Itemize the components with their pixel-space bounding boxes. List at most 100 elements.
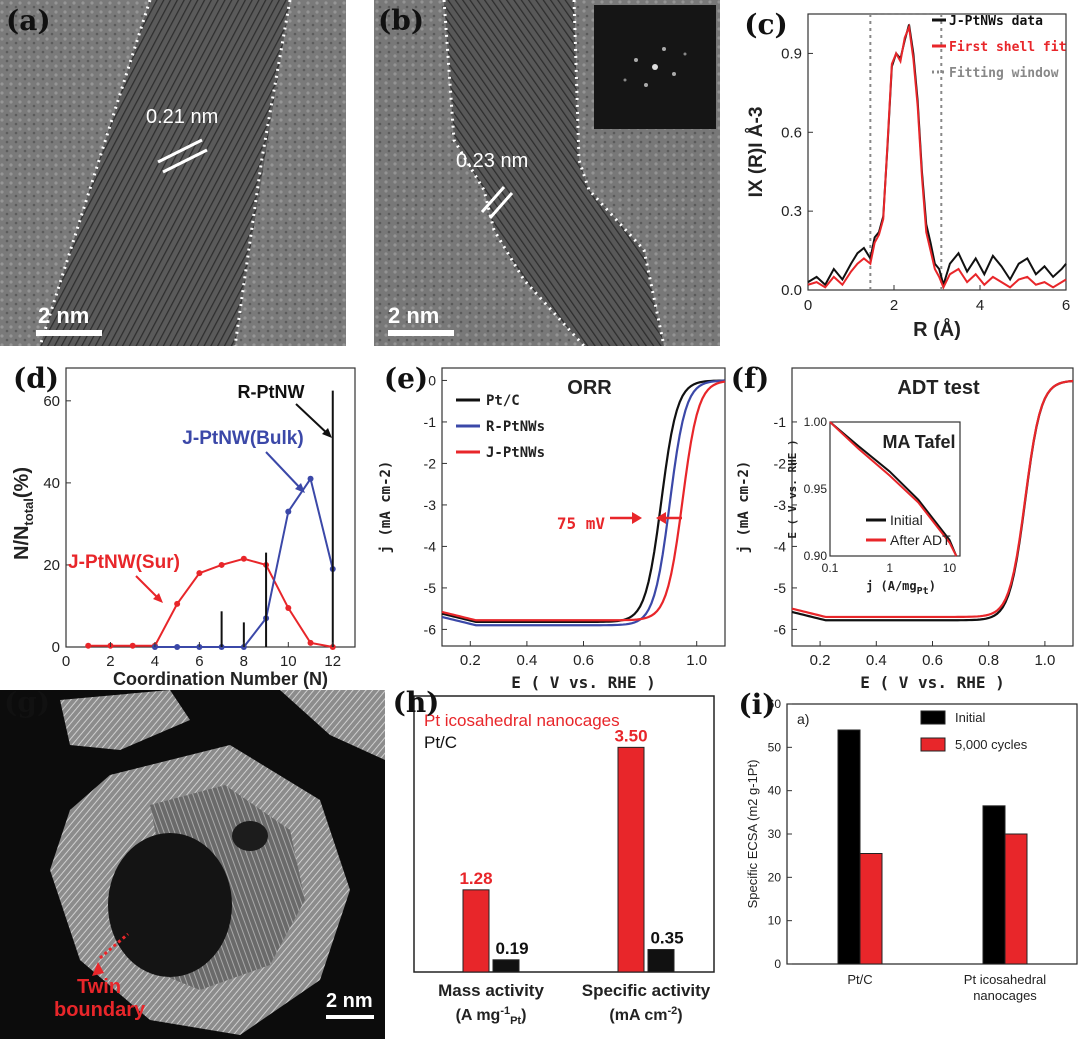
series-line-e-0 bbox=[441, 379, 726, 624]
legend-label-e-2: J-PtNWs bbox=[486, 445, 545, 461]
chart-d: 0 2 4 6 8 10 12 0 20 40 60 Coordination Number (N) N… bbox=[0, 356, 370, 689]
panel-label-e: (e) bbox=[384, 362, 428, 395]
x-axis-label-d: Coordination Number (N) bbox=[113, 669, 328, 689]
y-tick-label-e: 0 bbox=[428, 372, 436, 388]
x-tick-label-d: 6 bbox=[195, 653, 203, 670]
annotation-r-ptnw: R-PtNW bbox=[238, 382, 305, 402]
series-point-d-0 bbox=[307, 639, 314, 646]
scalebar-label-b: 2 nm bbox=[388, 303, 440, 328]
scalebar-label-a: 2 nm bbox=[38, 303, 90, 328]
inset-series-f-0 bbox=[829, 421, 958, 557]
series-point-d-0 bbox=[285, 605, 292, 612]
x-axis-label-c: R (Å) bbox=[913, 317, 961, 341]
y-tick-label-d: 60 bbox=[43, 393, 60, 410]
series-point-d-0 bbox=[218, 561, 225, 568]
arrow-bulk bbox=[265, 451, 303, 491]
x-tick-label-d: 12 bbox=[324, 653, 341, 670]
series-line-d-1 bbox=[154, 476, 334, 648]
y-tick-label-e: -3 bbox=[424, 497, 437, 513]
y-tick-label-i: 20 bbox=[768, 870, 782, 884]
x-tick-label-d: 2 bbox=[106, 653, 114, 670]
y-tick-label-e: -6 bbox=[424, 621, 437, 637]
y-tick-label-f: -3 bbox=[774, 497, 787, 513]
plot-frame-c bbox=[807, 13, 1067, 291]
x-tick-label-e: 0.8 bbox=[630, 652, 651, 669]
chart-e-svg: 0.2 0.4 0.6 0.8 1.0 0 -1 -2 -3 -4 -5 -6 E ( V vs. RH… bbox=[378, 362, 726, 692]
chart-title-e: ORR bbox=[567, 377, 612, 399]
panel-label-i: (i) bbox=[738, 688, 775, 721]
legend-label-c-1: First shell fit bbox=[949, 40, 1066, 55]
inset-legend-label-1: After ADT bbox=[890, 532, 951, 548]
x-tick-label-e: 0.4 bbox=[516, 652, 537, 669]
bar-value-label-h: 3.50 bbox=[614, 726, 647, 745]
bar-value-label-h: 0.35 bbox=[650, 929, 683, 948]
y-tick-label-i: 30 bbox=[768, 827, 782, 841]
series-line-e-1 bbox=[441, 379, 726, 627]
twin-boundary-line2: boundary bbox=[54, 999, 146, 1021]
legend-label-c-2: Fitting window bbox=[949, 66, 1059, 81]
series-line-f-1 bbox=[791, 379, 1074, 619]
arrowhead-left-e bbox=[632, 512, 642, 524]
inset-x-tick-label: 10 bbox=[943, 561, 957, 575]
y-tick-label-f: -5 bbox=[774, 580, 787, 596]
chart-f: 0.2 0.4 0.6 0.8 1.0 -1 -2 -3 -4 -5 -6 E ( V vs. RHE… bbox=[728, 356, 1080, 692]
panel-label-d: (d) bbox=[13, 362, 59, 395]
x-tick-label-c: 4 bbox=[976, 297, 984, 314]
twin-boundary-line1: Twin bbox=[76, 976, 122, 998]
y-tick-label-d: 40 bbox=[43, 475, 60, 492]
legend-swatch-i-1 bbox=[920, 737, 946, 752]
chart-title-f: ADT test bbox=[897, 377, 980, 399]
y-axis-label-c: IX (R)I Å-3 bbox=[746, 107, 767, 198]
legend-label-c-0: J-PtNWs data bbox=[949, 14, 1043, 29]
tem-a-drawing bbox=[0, 0, 346, 346]
x-tick-label-d: 10 bbox=[280, 653, 297, 670]
arrowhead-bulk bbox=[295, 483, 305, 493]
panel-label-c: (c) bbox=[744, 8, 788, 41]
x-tick-label-d: 0 bbox=[62, 653, 70, 670]
category-label-i-1b: nanocages bbox=[973, 988, 1037, 1003]
inset-legend-label-0: Initial bbox=[890, 512, 923, 528]
inset-y-tick-label: 1.00 bbox=[804, 415, 828, 429]
category-label-i-0: Pt/C bbox=[847, 972, 872, 987]
chart-f-svg: 0.2 0.4 0.6 0.8 1.0 -1 -2 -3 -4 -5 -6 E ( V vs. RHE… bbox=[731, 362, 1074, 692]
y-tick-label-f: -2 bbox=[774, 455, 787, 471]
series-point-d-1 bbox=[174, 644, 181, 650]
y-tick-label-f: -1 bbox=[774, 414, 787, 430]
category-label-i-1a: Pt icosahedral bbox=[964, 972, 1046, 987]
series-point-d-0 bbox=[196, 570, 203, 577]
legend-label-i-1: 5,000 cycles bbox=[955, 737, 1028, 752]
panel-label-b: (b) bbox=[378, 4, 425, 37]
bar-h-1-0 bbox=[492, 959, 520, 973]
arrowhead-right-e bbox=[656, 512, 666, 524]
x-tick-label-c: 6 bbox=[1062, 297, 1070, 314]
arrow-r-ptnw bbox=[295, 403, 331, 437]
series-line-c-0 bbox=[807, 24, 1067, 289]
y-tick-label-i: 40 bbox=[768, 784, 782, 798]
y-tick-label-i: 50 bbox=[768, 740, 782, 754]
y-tick-label-c: 0.3 bbox=[781, 203, 802, 220]
chart-e: 0.2 0.4 0.6 0.8 1.0 0 -1 -2 -3 -4 -5 -6 E ( V vs. RH… bbox=[370, 356, 730, 692]
legend-label-h-0: Pt icosahedral nanocages bbox=[424, 711, 620, 730]
legend-label-h-1: Pt/C bbox=[424, 733, 457, 752]
y-tick-label-d: 0 bbox=[52, 639, 60, 656]
inset-x-tick-label: 0.1 bbox=[822, 561, 839, 575]
annotation-bulk: J-PtNW(Bulk) bbox=[182, 428, 303, 449]
bar-h-0-0 bbox=[462, 889, 490, 973]
inset-y-tick-label: 0.95 bbox=[804, 482, 828, 496]
panel-label-g: (g) bbox=[4, 686, 51, 719]
sublabel-i: a) bbox=[797, 711, 809, 727]
bar-i-1-0 bbox=[859, 853, 883, 965]
y-axis-label-d: N/Ntotal(%) bbox=[11, 467, 36, 560]
series-line-e-2 bbox=[441, 380, 726, 622]
y-tick-label-e: -2 bbox=[424, 455, 437, 471]
bar-i-1-1 bbox=[1004, 833, 1028, 965]
panel-label-f: (f) bbox=[731, 362, 770, 395]
bar-h-1-1 bbox=[647, 949, 675, 973]
panel-label-a: (a) bbox=[6, 4, 51, 37]
x-tick-label-f: 0.4 bbox=[866, 652, 887, 669]
y-tick-label-f: -6 bbox=[774, 621, 787, 637]
chart-h-svg: 1.28 0.19 Mass activity 3.50 0.35 Specific ac… bbox=[393, 686, 715, 1027]
y-tick-label-c: 0.0 bbox=[781, 282, 802, 299]
inset-x-label-f: j (A/mgPt) bbox=[866, 579, 936, 597]
legend-swatch-i-0 bbox=[920, 710, 946, 725]
